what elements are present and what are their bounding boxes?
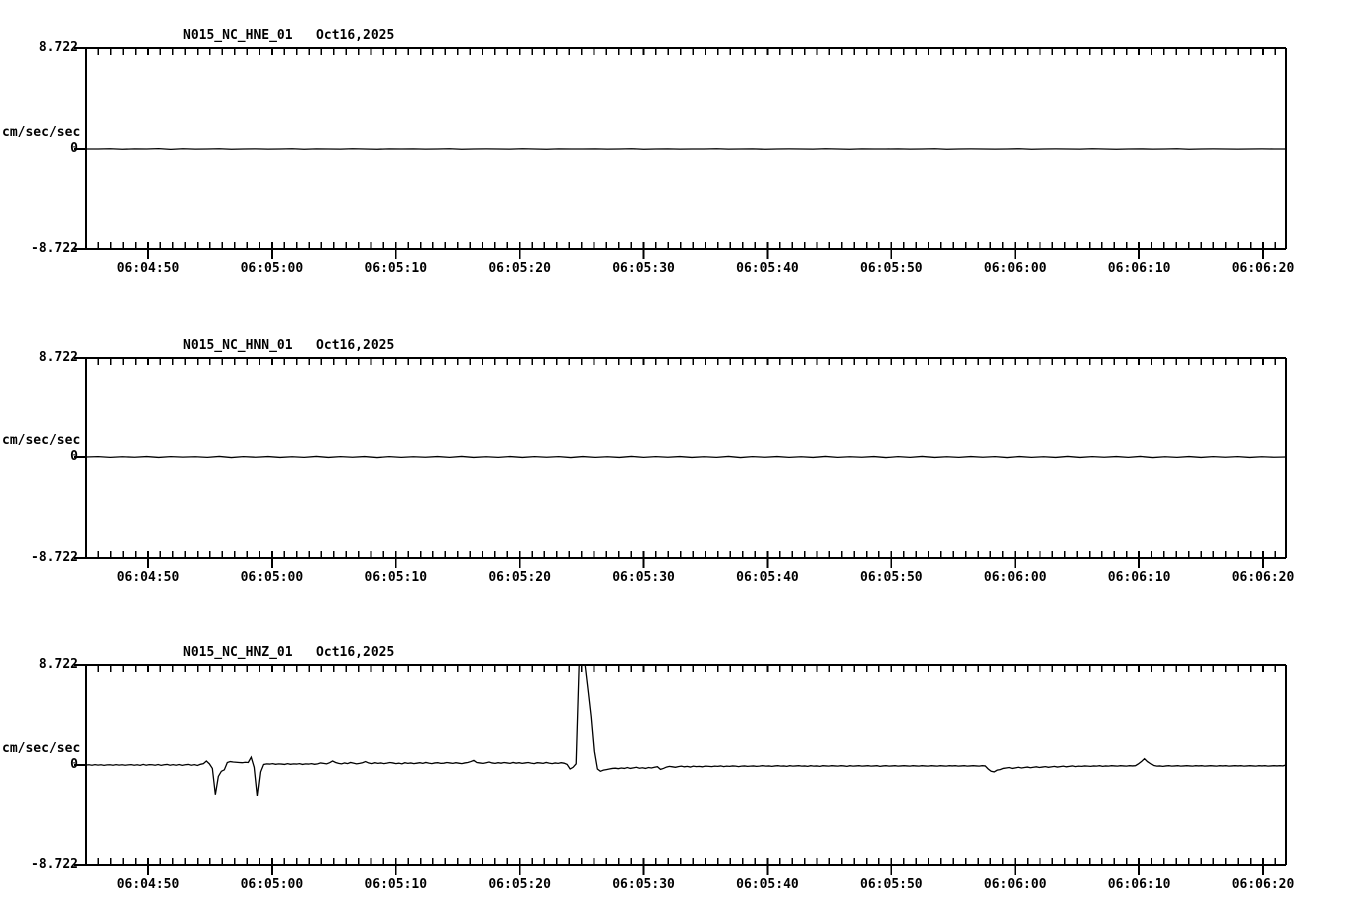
y-tick-label: -8.722 xyxy=(31,241,78,256)
x-tick-label: 06:05:40 xyxy=(736,261,799,276)
x-tick-label: 06:04:50 xyxy=(116,570,180,585)
x-tick-label: 06:05:10 xyxy=(364,570,428,585)
x-tick-label: 06:06:20 xyxy=(1231,877,1295,892)
y-axis-unit-label: cm/sec/sec xyxy=(2,741,81,756)
x-tick-label: 06:06:00 xyxy=(983,877,1047,892)
panel-title: N015_NC_HNZ_01 Oct16,2025 xyxy=(183,645,395,660)
x-tick-label: 06:05:20 xyxy=(488,570,551,585)
x-tick-label: 06:05:30 xyxy=(612,570,675,585)
x-tick-label: 06:04:50 xyxy=(116,877,180,892)
x-tick-label: 06:05:20 xyxy=(488,261,551,276)
waveform-trace xyxy=(85,664,1287,797)
x-tick-label: 06:05:50 xyxy=(860,261,923,276)
x-tick-label: 06:05:00 xyxy=(240,570,304,585)
y-tick-label: 0 xyxy=(70,757,78,772)
x-tick-label: 06:05:10 xyxy=(364,261,428,276)
waveform-trace xyxy=(85,455,1287,459)
x-tick-label: 06:05:30 xyxy=(612,261,675,276)
y-tick-label: -8.722 xyxy=(31,857,78,872)
x-tick-label: 06:06:20 xyxy=(1231,261,1295,276)
y-tick-label: 8.722 xyxy=(38,40,78,55)
x-tick-label: 06:06:00 xyxy=(983,261,1047,276)
waveform-trace xyxy=(86,147,1286,151)
x-tick-label: 06:05:40 xyxy=(736,877,799,892)
x-tick-label: 06:05:50 xyxy=(860,570,923,585)
x-tick-label: 06:06:10 xyxy=(1107,877,1171,892)
x-tick-label: 06:05:00 xyxy=(240,261,304,276)
panel-title: N015_NC_HNE_01 Oct16,2025 xyxy=(183,28,395,43)
y-axis-unit-label: cm/sec/sec xyxy=(2,125,81,140)
x-tick-label: 06:05:00 xyxy=(240,877,304,892)
x-tick-label: 06:05:40 xyxy=(736,570,799,585)
x-tick-label: 06:05:50 xyxy=(860,877,923,892)
x-tick-label: 06:06:10 xyxy=(1107,570,1171,585)
plot-frame xyxy=(85,664,1287,866)
plot-frame xyxy=(85,47,1287,250)
x-tick-label: 06:06:20 xyxy=(1231,570,1295,585)
y-tick-label: -8.722 xyxy=(31,550,78,565)
y-axis-unit-label: cm/sec/sec xyxy=(2,433,81,448)
x-tick-label: 06:05:20 xyxy=(488,877,551,892)
x-tick-label: 06:05:10 xyxy=(364,877,428,892)
y-tick-label: 0 xyxy=(70,141,78,156)
panel-title: N015_NC_HNN_01 Oct16,2025 xyxy=(183,338,395,353)
x-tick-label: 06:06:10 xyxy=(1107,261,1171,276)
x-tick-label: 06:06:00 xyxy=(983,570,1047,585)
plot-frame xyxy=(85,357,1287,559)
y-tick-label: 0 xyxy=(70,449,78,464)
y-tick-label: 8.722 xyxy=(38,657,78,672)
x-tick-label: 06:05:30 xyxy=(612,877,675,892)
x-tick-label: 06:04:50 xyxy=(116,261,180,276)
y-tick-label: 8.722 xyxy=(38,350,78,365)
